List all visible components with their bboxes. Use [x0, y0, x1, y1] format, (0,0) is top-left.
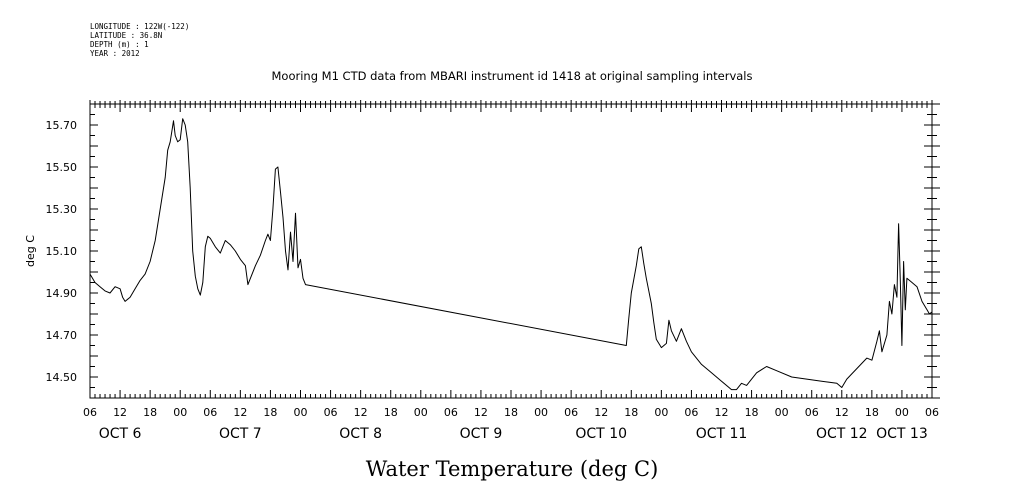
y-tick-label: 14.90 [46, 287, 78, 300]
x-hour-tick-label: 00 [294, 406, 308, 419]
longitude-label: LONGITUDE : 122W(-122) [90, 22, 190, 31]
x-hour-tick-label: 18 [624, 406, 638, 419]
x-hour-tick-label: 06 [444, 406, 458, 419]
x-hour-tick-label: 12 [233, 406, 247, 419]
y-tick-label: 14.70 [46, 329, 78, 342]
x-day-label: OCT 7 [219, 426, 262, 442]
year-label: YEAR : 2012 [90, 49, 140, 58]
x-hour-tick-label: 12 [715, 406, 729, 419]
axis-ticks [89, 100, 940, 399]
x-hour-tick-label: 12 [835, 406, 849, 419]
x-hour-tick-label: 06 [564, 406, 578, 419]
x-day-label: OCT 9 [460, 426, 503, 442]
x-hour-tick-label: 00 [173, 406, 187, 419]
latitude-label: LATITUDE : 36.8N [90, 31, 163, 40]
x-hour-tick-label: 12 [594, 406, 608, 419]
x-hour-tick-label: 12 [113, 406, 127, 419]
x-hour-tick-label: 18 [143, 406, 157, 419]
x-hour-tick-label: 00 [895, 406, 909, 419]
y-tick-label: 15.70 [46, 119, 78, 132]
y-axis-label: deg C [24, 235, 37, 267]
chart-title: Mooring M1 CTD data from MBARI instrumen… [272, 69, 753, 83]
x-hour-tick-label: 00 [775, 406, 789, 419]
x-axis-label: Water Temperature (deg C) [366, 457, 659, 481]
x-day-label: OCT 11 [696, 426, 748, 442]
y-tick-label: 15.50 [46, 161, 78, 174]
x-hour-tick-label: 12 [474, 406, 488, 419]
x-day-label: OCT 13 [876, 426, 928, 442]
x-hour-tick-label: 18 [745, 406, 759, 419]
x-hour-tick-label: 06 [203, 406, 217, 419]
x-hour-tick-label: 00 [534, 406, 548, 419]
x-hour-tick-label: 06 [925, 406, 939, 419]
x-day-label: OCT 10 [575, 426, 627, 442]
plot-frame [89, 103, 933, 399]
x-hour-tick-label: 06 [805, 406, 819, 419]
x-hour-tick-label: 18 [384, 406, 398, 419]
axis-labels: 06 12 18 00 06 12 18 00 06 12 18 00 06 12 18 00 06 12 18 00… [46, 119, 940, 442]
x-hour-tick-label: 18 [865, 406, 879, 419]
mooring-metadata: LONGITUDE : 122W(-122) LATITUDE : 36.8N … [90, 22, 189, 58]
x-hour-tick-label: 06 [83, 406, 97, 419]
x-day-label: OCT 6 [99, 426, 142, 442]
x-day-label: OCT 12 [816, 426, 868, 442]
x-hour-tick-label: 00 [414, 406, 428, 419]
y-tick-label: 15.10 [46, 245, 78, 258]
x-hour-tick-label: 18 [504, 406, 518, 419]
temperature-line [89, 118, 933, 391]
x-hour-tick-label: 18 [263, 406, 277, 419]
x-hour-tick-label: 06 [684, 406, 698, 419]
x-hour-tick-label: 00 [654, 406, 668, 419]
y-tick-label: 14.50 [46, 371, 78, 384]
y-tick-label: 15.30 [46, 203, 78, 216]
x-hour-tick-label: 12 [354, 406, 368, 419]
x-day-label: OCT 8 [339, 426, 382, 442]
depth-label: DEPTH (m) : 1 [90, 40, 149, 49]
x-hour-tick-label: 06 [324, 406, 338, 419]
